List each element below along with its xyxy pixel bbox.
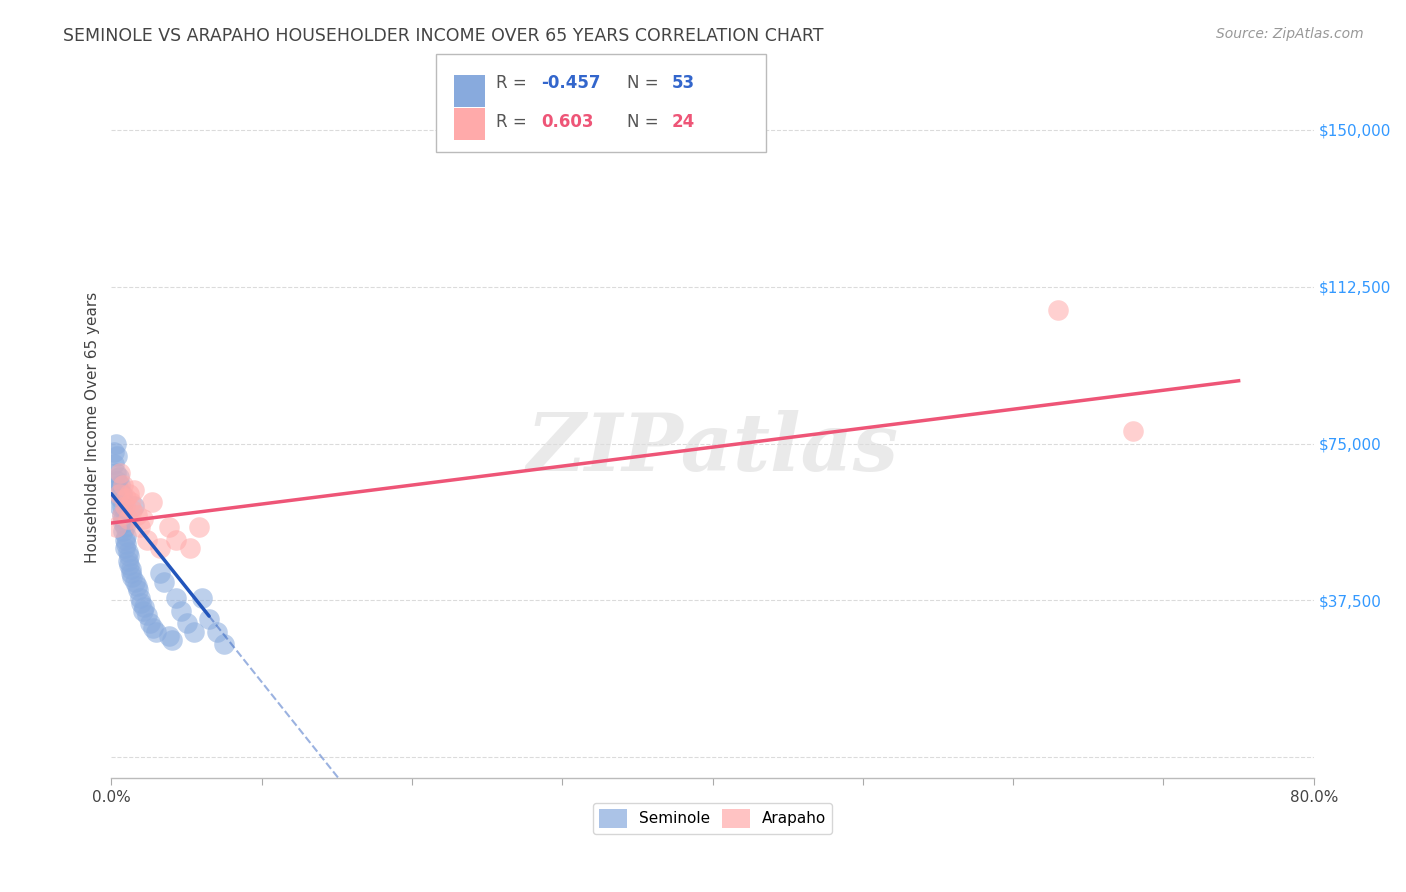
Point <box>136 533 159 547</box>
Point <box>165 591 187 606</box>
Text: -0.457: -0.457 <box>541 74 600 92</box>
Point <box>121 570 143 584</box>
Point <box>114 520 136 534</box>
Point <box>165 533 187 547</box>
Point <box>183 624 205 639</box>
Point <box>157 629 180 643</box>
Point <box>127 582 149 597</box>
Point <box>122 483 145 497</box>
Point <box>179 541 201 555</box>
Point <box>114 541 136 555</box>
Y-axis label: Householder Income Over 65 years: Householder Income Over 65 years <box>86 293 100 564</box>
Point <box>148 566 170 581</box>
Text: 53: 53 <box>672 74 695 92</box>
Point <box>157 520 180 534</box>
Point <box>118 487 141 501</box>
Point <box>121 503 143 517</box>
Text: 24: 24 <box>672 113 696 131</box>
Point <box>187 520 209 534</box>
Point <box>103 445 125 459</box>
Point <box>115 491 138 505</box>
Point <box>124 574 146 589</box>
Point <box>190 591 212 606</box>
Point <box>117 554 139 568</box>
Point <box>148 541 170 555</box>
Point <box>111 500 134 514</box>
Point <box>153 574 176 589</box>
Point <box>117 512 139 526</box>
Text: N =: N = <box>627 74 664 92</box>
Point <box>115 537 138 551</box>
Text: R =: R = <box>496 74 533 92</box>
Point <box>1122 424 1144 438</box>
Point <box>111 487 134 501</box>
Point <box>145 624 167 639</box>
Point <box>115 528 138 542</box>
Point <box>103 458 125 472</box>
Point <box>125 579 148 593</box>
Point <box>118 558 141 572</box>
Point <box>114 533 136 547</box>
Point <box>120 495 142 509</box>
Point <box>114 500 136 514</box>
Point <box>141 495 163 509</box>
Point <box>108 500 131 514</box>
Point <box>120 562 142 576</box>
Text: SEMINOLE VS ARAPAHO HOUSEHOLDER INCOME OVER 65 YEARS CORRELATION CHART: SEMINOLE VS ARAPAHO HOUSEHOLDER INCOME O… <box>63 27 824 45</box>
Point <box>110 466 132 480</box>
Legend: Seminole, Arapaho: Seminole, Arapaho <box>593 803 832 834</box>
Text: ZIPatlas: ZIPatlas <box>526 410 898 488</box>
Point <box>108 487 131 501</box>
Point <box>104 436 127 450</box>
Point <box>117 545 139 559</box>
Point <box>160 633 183 648</box>
Point <box>212 637 235 651</box>
Point <box>132 512 155 526</box>
Point <box>107 449 129 463</box>
Point <box>125 508 148 522</box>
Point <box>142 621 165 635</box>
Point <box>104 520 127 534</box>
Text: N =: N = <box>627 113 664 131</box>
Point <box>108 483 131 497</box>
Point <box>205 624 228 639</box>
Point <box>129 520 152 534</box>
Point <box>110 491 132 505</box>
Point <box>111 508 134 522</box>
Point <box>132 604 155 618</box>
Point <box>139 616 162 631</box>
Point <box>136 608 159 623</box>
Text: R =: R = <box>496 113 537 131</box>
Point <box>122 500 145 514</box>
Point <box>112 512 135 526</box>
Point <box>118 549 141 564</box>
Point <box>111 508 134 522</box>
Point <box>108 470 131 484</box>
Point <box>134 599 156 614</box>
Point <box>120 566 142 581</box>
Point <box>198 612 221 626</box>
Point <box>112 516 135 530</box>
Point <box>112 524 135 539</box>
Point <box>131 595 153 609</box>
Point <box>1047 302 1070 317</box>
Point <box>112 478 135 492</box>
Text: Source: ZipAtlas.com: Source: ZipAtlas.com <box>1216 27 1364 41</box>
Point <box>129 591 152 606</box>
Text: 0.603: 0.603 <box>541 113 593 131</box>
Point <box>107 474 129 488</box>
Point <box>104 466 127 480</box>
Point <box>176 616 198 631</box>
Point <box>110 478 132 492</box>
Point <box>169 604 191 618</box>
